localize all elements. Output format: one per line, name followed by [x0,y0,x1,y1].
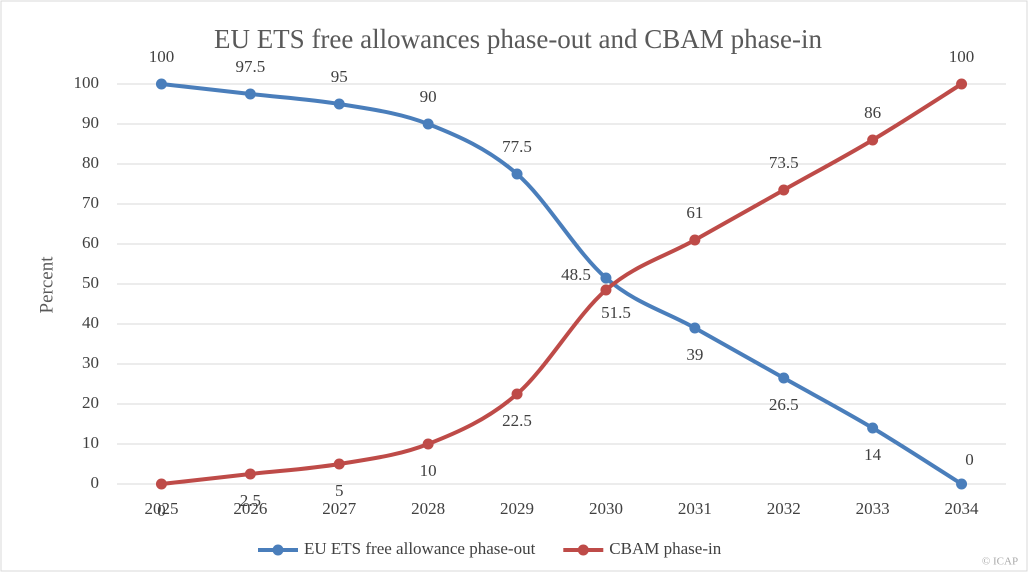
legend-label: EU ETS free allowance phase-out [304,539,536,558]
data-label: 97.5 [235,57,265,76]
data-point [689,322,701,334]
data-label: 77.5 [502,137,532,156]
data-point [333,458,345,470]
data-point [600,284,612,296]
data-label: 22.5 [502,411,532,430]
data-label: 26.5 [769,395,799,414]
y-tick-label: 20 [82,393,99,412]
x-tick-label: 2026 [233,499,267,518]
data-point [600,272,612,284]
data-point [422,438,434,450]
data-label: 86 [864,103,881,122]
y-tick-label: 70 [82,193,99,212]
x-tick-label: 2031 [678,499,712,518]
x-tick-label: 2029 [500,499,534,518]
data-label: 73.5 [769,153,799,172]
data-point [867,422,879,434]
legend-marker [577,544,589,556]
y-tick-label: 60 [82,233,99,252]
x-tick-label: 2034 [945,499,980,518]
data-point [778,372,790,384]
data-label: 10 [420,461,437,480]
x-tick-label: 2027 [322,499,357,518]
data-label: 2.5 [240,491,261,510]
chart-title: EU ETS free allowances phase-out and CBA… [214,24,823,54]
data-label: 100 [949,47,975,66]
y-tick-label: 30 [82,353,99,372]
x-tick-label: 2032 [767,499,801,518]
data-point [778,184,790,196]
data-point [422,118,434,130]
y-tick-label: 0 [91,473,100,492]
data-point [244,88,256,100]
data-label: 0 [965,450,974,469]
data-label: 39 [686,345,703,364]
data-point [956,478,968,490]
data-point [511,168,523,180]
legend-label: CBAM phase-in [609,539,721,558]
data-point [333,98,345,110]
y-axis-label: Percent [36,256,57,314]
data-label: 5 [335,481,344,500]
legend-marker [272,544,284,556]
x-tick-label: 2028 [411,499,445,518]
data-label: 95 [331,67,348,86]
x-tick-label: 2030 [589,499,623,518]
data-label: 0 [157,501,166,520]
x-tick-label: 2033 [856,499,890,518]
data-point [511,388,523,400]
x-tick-label: 2025 [144,499,178,518]
y-tick-label: 90 [82,113,99,132]
data-label: 90 [420,87,437,106]
data-point [155,78,167,90]
y-tick-label: 50 [82,273,99,292]
series-line [161,82,963,486]
y-tick-label: 10 [82,433,99,452]
watermark: © ICAP [982,556,1018,568]
data-point [155,478,167,490]
data-point [867,134,879,146]
data-label: 61 [686,203,703,222]
series-line [161,82,963,486]
y-tick-label: 40 [82,313,99,332]
y-tick-label: 100 [74,73,100,92]
data-label: 14 [864,445,882,464]
data-point [689,234,701,246]
data-label: 51.5 [601,303,631,322]
data-point [956,78,968,90]
data-label: 48.5 [561,265,591,284]
data-label: 100 [149,47,175,66]
data-point [244,468,256,480]
y-tick-label: 80 [82,153,99,172]
